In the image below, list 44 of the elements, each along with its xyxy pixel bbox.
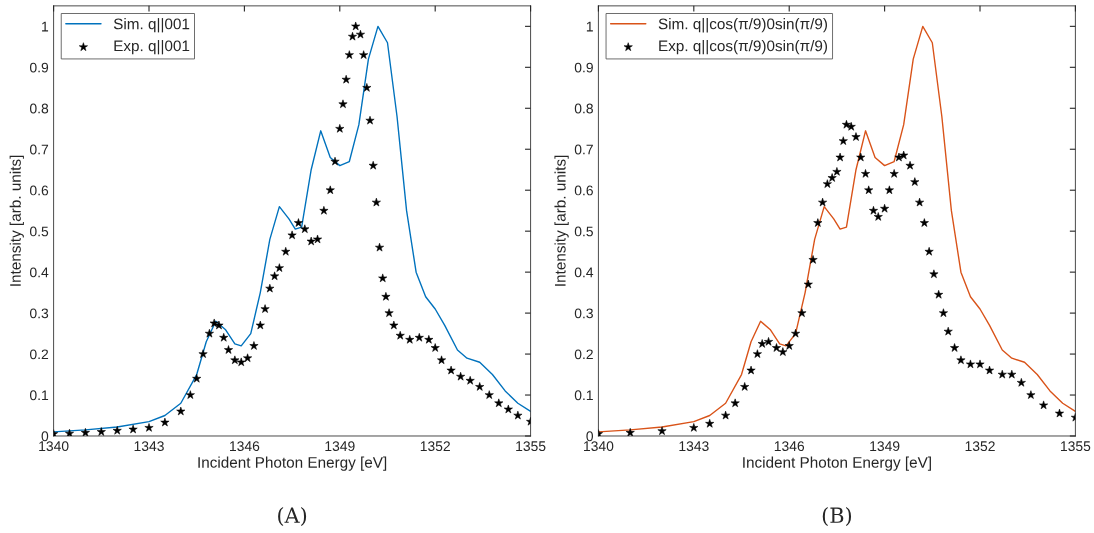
y-tick-label: 0.5	[574, 226, 593, 237]
y-tick-label: 0.6	[574, 185, 593, 196]
x-tick-label: 1355	[516, 441, 546, 452]
y-tick-label: 0.8	[29, 103, 49, 114]
legend-label: Exp. q||cos(π/9)0sin(π/9)	[659, 40, 828, 55]
x-tick-label: 1349	[325, 441, 355, 452]
x-axis-title: Incident Photon Energy [eV]	[743, 456, 931, 471]
y-tick-label: 0.1	[574, 390, 593, 401]
y-tick-label: 1	[42, 21, 49, 32]
y-tick-label: 0.6	[29, 185, 49, 196]
x-tick-label: 1340	[39, 441, 69, 452]
y-tick-label: 0.7	[29, 144, 49, 155]
legend-label: Exp. q||001	[114, 40, 190, 55]
legend-label: Sim. q||001	[113, 18, 190, 33]
x-tick-label: 1340	[584, 441, 614, 452]
legend-label: Sim. q||cos(π/9)0sin(π/9)	[658, 18, 827, 33]
x-tick-label: 1352	[965, 441, 995, 452]
x-tick-label: 1346	[774, 441, 805, 452]
y-tick-label: 0	[586, 431, 594, 442]
y-tick-label: 0.3	[29, 308, 49, 319]
text: (B)	[822, 506, 852, 527]
y-tick-label: 0	[41, 431, 49, 442]
y-tick-label: 0.8	[574, 103, 593, 114]
x-axis-title: Incident Photon Energy [eV]	[198, 456, 387, 471]
x-tick-label: 1343	[679, 441, 709, 452]
y-tick-label: 0.4	[29, 267, 49, 278]
y-tick-label: 0.9	[29, 62, 49, 73]
x-tick-label: 1355	[1061, 441, 1091, 452]
y-axis-title: Intensity [arb. units]	[9, 155, 24, 286]
y-tick-label: 0.1	[29, 390, 49, 401]
y-tick-label: 0.2	[29, 349, 49, 360]
y-tick-label: 0.2	[574, 349, 593, 360]
y-tick-label: 0.9	[574, 62, 593, 73]
x-tick-label: 1346	[230, 441, 260, 452]
x-tick-label: 1349	[870, 441, 900, 452]
y-tick-label: 0.7	[574, 144, 593, 155]
y-tick-label: 0.3	[574, 308, 593, 319]
x-tick-label: 1343	[134, 441, 164, 452]
x-tick-label: 1352	[420, 441, 450, 452]
y-axis-title: Intensity [arb. units]	[554, 155, 569, 286]
y-tick-label: 0.4	[574, 267, 594, 278]
text: (A)	[278, 506, 307, 527]
y-tick-label: 1	[586, 21, 593, 32]
y-tick-label: 0.5	[29, 226, 49, 237]
